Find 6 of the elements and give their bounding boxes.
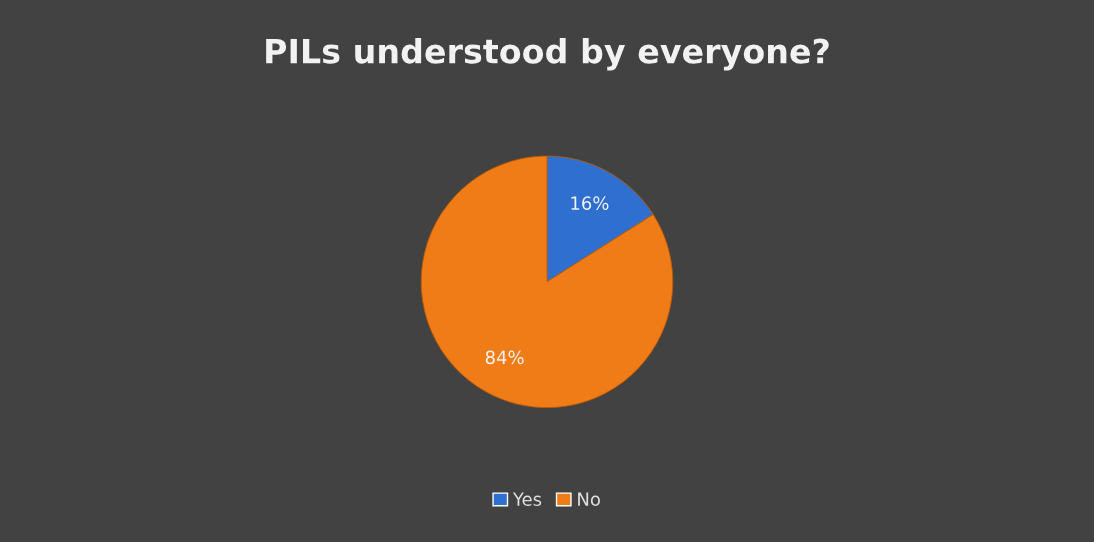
data-label: 84% bbox=[485, 350, 524, 365]
pie-slice bbox=[420, 155, 674, 408]
data-label: 16% bbox=[571, 196, 609, 210]
legend-label: No bbox=[578, 492, 600, 506]
legend-label: Yes bbox=[512, 492, 542, 506]
chart-title: PILs understood by everyone? bbox=[266, 37, 829, 71]
